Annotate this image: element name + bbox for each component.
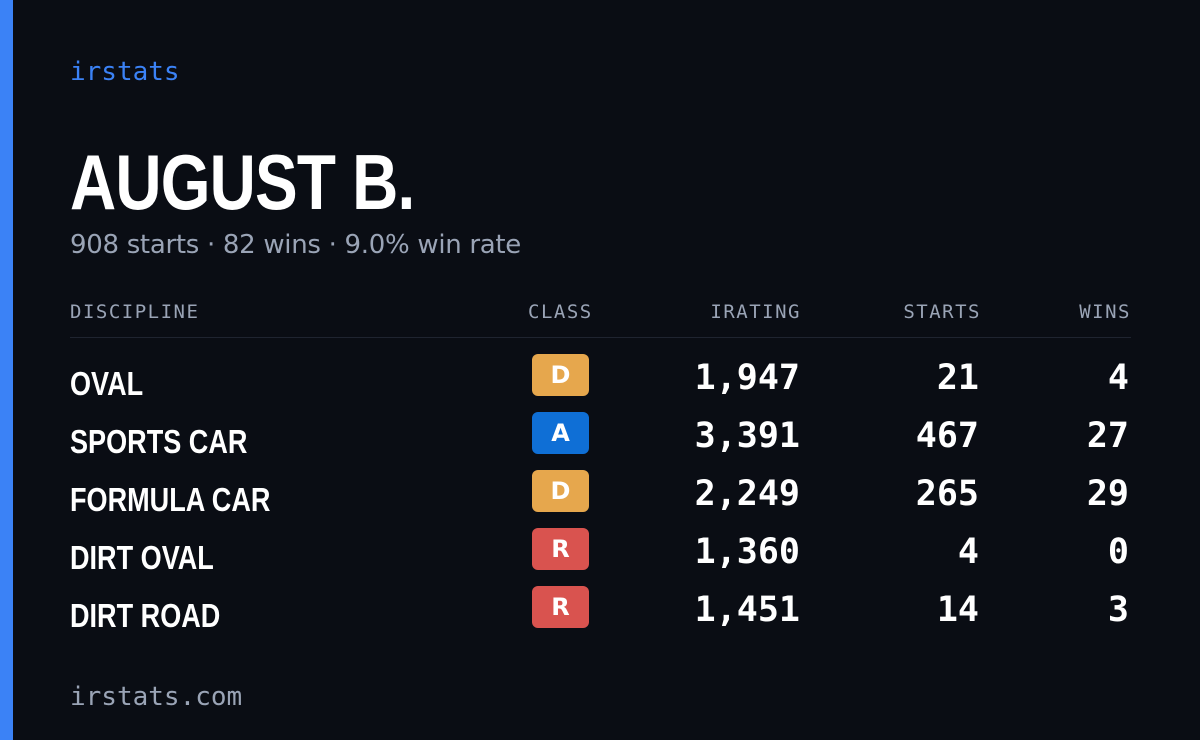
table-row: SPORTS CAR A 3,391 467 27 (70, 411, 1131, 469)
irating-value: 2,249 (694, 474, 800, 514)
starts-value: 4 (957, 532, 979, 572)
starts-value: 265 (915, 474, 979, 514)
column-header-starts: STARTS (903, 301, 981, 323)
discipline-name: FORMULA CAR (70, 481, 271, 518)
discipline-name: DIRT OVAL (70, 539, 214, 576)
accent-bar (0, 0, 13, 740)
wins-value: 4 (1107, 358, 1129, 398)
column-header-wins: WINS (1079, 301, 1131, 323)
table-row: DIRT OVAL R 1,360 4 0 (70, 527, 1131, 585)
license-class-badge: R (532, 586, 589, 628)
license-class-badge: D (532, 470, 589, 512)
irating-value: 1,360 (694, 532, 800, 572)
table-header: DISCIPLINE CLASS IRATING STARTS WINS (70, 298, 1131, 338)
starts-value: 14 (936, 590, 979, 630)
discipline-name: SPORTS CAR (70, 423, 248, 460)
player-summary: 908 starts · 82 wins · 9.0% win rate (70, 230, 522, 260)
brand-logo[interactable]: irstats (70, 57, 180, 87)
wins-value: 29 (1086, 474, 1129, 514)
column-header-discipline: DISCIPLINE (70, 301, 200, 323)
irating-value: 1,947 (694, 358, 800, 398)
wins-value: 0 (1107, 532, 1129, 572)
column-header-class: CLASS (528, 301, 593, 323)
column-header-irating: IRATING (710, 301, 801, 323)
irating-value: 1,451 (694, 590, 800, 630)
player-name: AUGUST B. (70, 138, 415, 226)
table-row: FORMULA CAR D 2,249 265 29 (70, 469, 1131, 527)
wins-value: 27 (1086, 416, 1129, 456)
table-row: OVAL D 1,947 21 4 (70, 353, 1131, 411)
starts-value: 21 (936, 358, 979, 398)
wins-value: 3 (1107, 590, 1129, 630)
footer-url[interactable]: irstats.com (70, 682, 243, 712)
license-class-badge: A (532, 412, 589, 454)
discipline-table: OVAL D 1,947 21 4 SPORTS CAR A 3,391 467… (70, 353, 1131, 643)
discipline-name: DIRT ROAD (70, 597, 221, 634)
discipline-name: OVAL (70, 365, 144, 402)
starts-value: 467 (915, 416, 979, 456)
irating-value: 3,391 (694, 416, 800, 456)
table-row: DIRT ROAD R 1,451 14 3 (70, 585, 1131, 643)
license-class-badge: R (532, 528, 589, 570)
license-class-badge: D (532, 354, 589, 396)
